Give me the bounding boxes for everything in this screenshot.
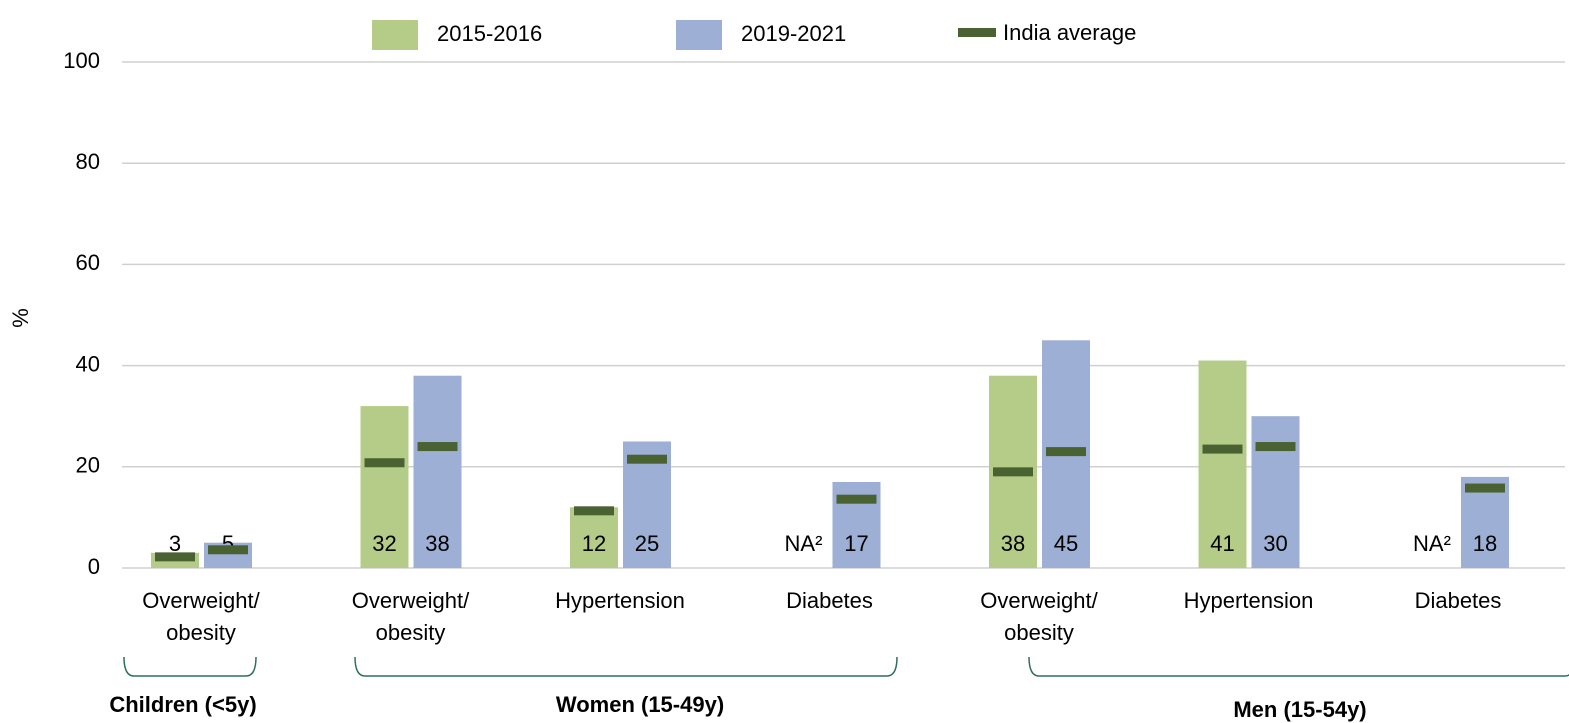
data-label: NA²: [785, 531, 823, 556]
average-marker: [1046, 447, 1086, 457]
average-marker: [417, 442, 458, 452]
group-bracket: [1028, 656, 1569, 677]
bar: [1198, 360, 1247, 568]
y-tick-label: 20: [76, 453, 100, 478]
legend-swatch: [372, 20, 418, 50]
legend-label: 2015-2016: [437, 21, 542, 46]
y-tick-label: 100: [63, 48, 100, 73]
bar: [1251, 416, 1300, 568]
y-tick-label: 60: [76, 250, 100, 275]
average-marker: [836, 494, 877, 504]
x-tick-label: Hypertension: [555, 588, 685, 613]
data-label: 18: [1473, 531, 1497, 556]
legend-label: 2019-2021: [741, 21, 846, 46]
average-marker: [1465, 483, 1505, 493]
x-tick-label: Overweight/obesity: [352, 588, 470, 645]
x-tick-label: Diabetes: [1415, 588, 1502, 613]
data-label: 45: [1054, 531, 1078, 556]
data-label: 12: [582, 531, 606, 556]
legend-label: India average: [1003, 20, 1136, 45]
data-label: 38: [425, 531, 449, 556]
group-label: Women (15-49y): [556, 692, 724, 717]
average-marker: [1202, 444, 1243, 454]
legend-swatch: [676, 20, 722, 50]
average-marker: [155, 552, 195, 562]
x-tick-label: Overweight/obesity: [142, 588, 260, 645]
x-tick-label: Hypertension: [1184, 588, 1314, 613]
x-tick-label: Diabetes: [786, 588, 873, 613]
group-label: Men (15-54y): [1233, 697, 1366, 722]
data-label: 30: [1263, 531, 1287, 556]
legend-swatch: [958, 28, 996, 37]
y-tick-label: 40: [76, 351, 100, 376]
average-marker: [1255, 442, 1296, 452]
data-label: 25: [635, 531, 659, 556]
data-label: 32: [372, 531, 396, 556]
y-tick-label: 80: [76, 149, 100, 174]
data-label: 38: [1001, 531, 1025, 556]
average-marker: [993, 467, 1033, 477]
y-axis-label: %: [8, 308, 33, 328]
group-bracket: [354, 656, 898, 677]
x-tick-label: Overweight/obesity: [980, 588, 1098, 645]
data-label: 3: [169, 531, 181, 556]
data-label: 41: [1210, 531, 1234, 556]
average-marker: [574, 506, 614, 516]
data-label: 17: [844, 531, 868, 556]
group-label: Children (<5y): [109, 692, 256, 717]
average-marker: [208, 545, 248, 555]
bar: [570, 507, 618, 568]
average-marker: [364, 458, 405, 468]
group-bracket: [123, 656, 257, 677]
data-label: NA²: [1413, 531, 1451, 556]
bar: [413, 375, 462, 568]
average-marker: [627, 454, 667, 464]
bar: [360, 406, 409, 568]
y-tick-label: 0: [88, 554, 100, 579]
